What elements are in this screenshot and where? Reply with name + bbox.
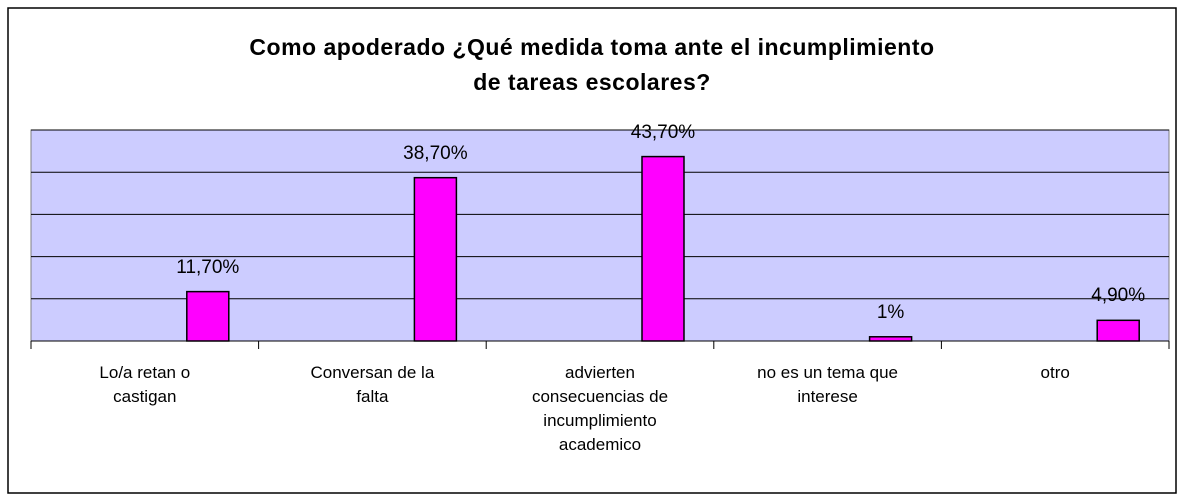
data-label: 1%	[876, 301, 905, 323]
bar	[186, 290, 230, 342]
x-tick-label: no es un tema que interese	[757, 363, 898, 406]
bar	[868, 336, 913, 342]
data-label: 43,70%	[630, 121, 696, 143]
x-tick-label: otro	[1040, 363, 1070, 382]
x-tick-label: Lo/a retan o castigan	[99, 363, 191, 406]
x-tick-label: Conversan de la falta	[310, 363, 435, 406]
data-label: 4,90%	[1091, 285, 1146, 307]
bar	[641, 155, 685, 342]
x-tick-label: advierten consecuencias de incumplimient…	[531, 363, 669, 454]
data-label: 38,70%	[403, 142, 468, 164]
bar	[413, 176, 458, 342]
data-label: 11,70%	[176, 256, 240, 278]
bar	[1096, 319, 1140, 342]
chart-title: Como apoderado ¿Qué medida toma ante el …	[249, 34, 935, 95]
